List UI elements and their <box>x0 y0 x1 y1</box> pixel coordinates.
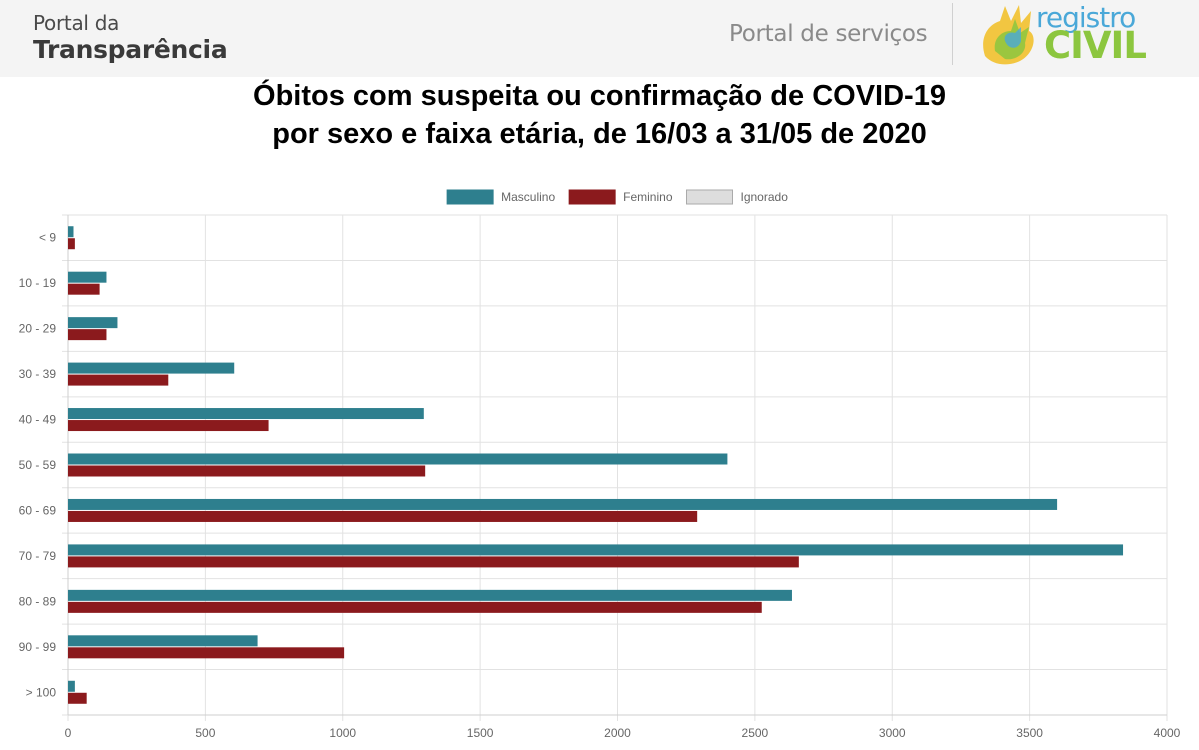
y-tick-label: 10 - 19 <box>19 276 57 290</box>
bar-feminino-7[interactable] <box>68 556 799 568</box>
legend-label-ignorado[interactable]: Ignorado <box>741 190 789 204</box>
legend-label-masculino[interactable]: Masculino <box>501 190 555 204</box>
registro-civil-hands-icon[interactable] <box>975 1 1165 71</box>
services-portal-link[interactable]: Portal de serviços <box>729 21 928 47</box>
portal-title-line2[interactable]: Transparência <box>33 35 228 64</box>
bar-masculino-1[interactable] <box>68 271 107 283</box>
x-tick-label: 500 <box>195 726 215 740</box>
x-tick-label: 3000 <box>879 726 906 740</box>
bar-feminino-2[interactable] <box>68 329 107 341</box>
bar-masculino-7[interactable] <box>68 544 1124 556</box>
y-tick-label: 40 - 49 <box>19 413 57 427</box>
bar-feminino-3[interactable] <box>68 374 169 386</box>
header-divider <box>952 3 953 65</box>
x-tick-label: 2500 <box>742 726 769 740</box>
bar-masculino-4[interactable] <box>68 408 424 420</box>
bar-feminino-1[interactable] <box>68 283 100 295</box>
y-tick-label: 60 - 69 <box>19 503 57 517</box>
bar-masculino-5[interactable] <box>68 453 728 465</box>
y-tick-label: 30 - 39 <box>19 367 57 381</box>
bar-masculino-2[interactable] <box>68 317 118 329</box>
x-tick-label: 1000 <box>329 726 356 740</box>
chart-title-line1: Óbitos com suspeita ou confirmação de CO… <box>253 80 946 112</box>
x-tick-label: 0 <box>65 726 72 740</box>
y-tick-label: > 100 <box>26 685 57 699</box>
bar-feminino-5[interactable] <box>68 465 426 477</box>
y-tick-label: 50 - 59 <box>19 458 57 472</box>
y-tick-label: 80 - 89 <box>19 594 57 608</box>
bar-feminino-9[interactable] <box>68 647 345 659</box>
bar-feminino-4[interactable] <box>68 420 269 432</box>
top-bar: Portal da Transparência Portal de serviç… <box>0 0 1199 77</box>
logo-text-registro: registro <box>1036 1 1136 34</box>
y-tick-label: 90 - 99 <box>19 640 57 654</box>
bar-feminino-10[interactable] <box>68 692 87 704</box>
x-tick-label: 4000 <box>1154 726 1181 740</box>
logo-text-civil: CIVIL <box>1044 24 1147 67</box>
x-tick-label: 3500 <box>1016 726 1043 740</box>
legend-label-feminino[interactable]: Feminino <box>623 190 673 204</box>
legend-swatch-masculino[interactable] <box>446 189 494 205</box>
y-tick-label: < 9 <box>39 231 56 245</box>
bar-masculino-10[interactable] <box>68 680 75 692</box>
bar-masculino-0[interactable] <box>68 226 74 238</box>
portal-title-line1[interactable]: Portal da <box>33 11 120 35</box>
bar-chart: 0 500 1000 1500 2000 2500 3000 3500 4000 < 9 10 - … <box>19 189 1181 740</box>
bar-feminino-0[interactable] <box>68 238 75 250</box>
x-tick-label: 1500 <box>467 726 494 740</box>
legend-swatch-feminino[interactable] <box>568 189 616 205</box>
bar-feminino-8[interactable] <box>68 601 762 613</box>
bar-feminino-6[interactable] <box>68 510 698 522</box>
x-tick-label: 2000 <box>604 726 631 740</box>
y-tick-label: 20 - 29 <box>19 322 57 336</box>
bar-masculino-8[interactable] <box>68 589 792 601</box>
bar-masculino-3[interactable] <box>68 362 235 374</box>
chart-title-line2: por sexo e faixa etária, de 16/03 a 31/0… <box>272 118 927 150</box>
bar-masculino-6[interactable] <box>68 498 1058 510</box>
legend-swatch-ignorado[interactable] <box>686 189 734 205</box>
y-tick-label: 70 - 79 <box>19 549 57 563</box>
bar-masculino-9[interactable] <box>68 635 258 647</box>
